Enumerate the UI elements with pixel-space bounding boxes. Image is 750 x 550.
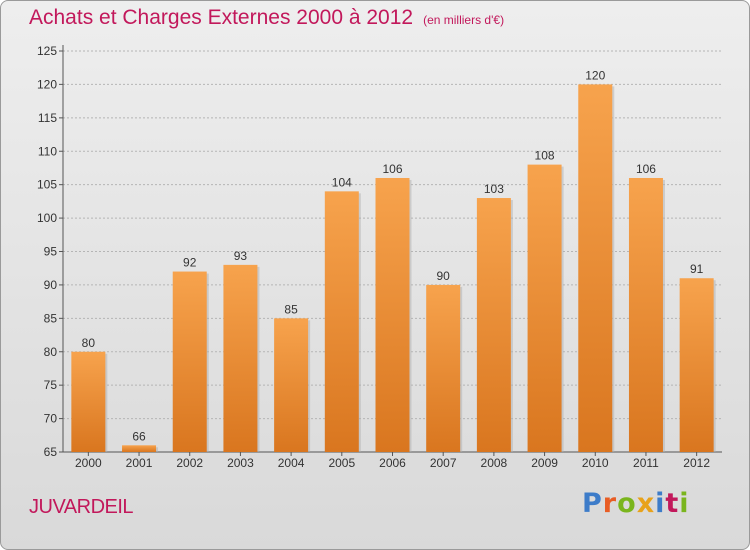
bar — [274, 318, 309, 452]
x-tick-label: 2003 — [227, 456, 254, 470]
y-tick-label: 85 — [44, 311, 58, 325]
x-tick-label: 2000 — [75, 456, 102, 470]
bar — [426, 284, 461, 452]
y-tick-label: 80 — [44, 345, 58, 359]
bar-value-label: 108 — [535, 149, 555, 163]
bar-value-label: 85 — [284, 302, 298, 316]
bar-value-label: 106 — [636, 162, 656, 176]
bar-value-label: 80 — [82, 336, 96, 350]
bar — [628, 177, 663, 452]
chart-title: Achats et Charges Externes 2000 à 2012 (e… — [29, 6, 504, 30]
x-tick-label: 2009 — [531, 456, 558, 470]
bar-value-label: 66 — [132, 429, 146, 443]
bar-value-label: 90 — [437, 269, 451, 283]
x-tick-label: 2001 — [126, 456, 153, 470]
y-tick-label: 70 — [44, 412, 58, 426]
logo-letter: P — [582, 488, 603, 519]
x-tick-label: 2010 — [582, 456, 609, 470]
y-tick-label: 65 — [44, 445, 58, 459]
bar — [679, 278, 714, 452]
logo-letter: o — [617, 488, 637, 519]
place-name: JUVARDEIL — [29, 496, 134, 518]
bar-value-label: 103 — [484, 182, 504, 196]
y-tick-label: 120 — [37, 77, 57, 91]
proxiti-logo: Proxiti — [582, 488, 690, 519]
y-tick-label: 90 — [44, 278, 58, 292]
y-tick-label: 105 — [37, 178, 57, 192]
logo-letter: i — [655, 488, 666, 519]
bar — [324, 191, 359, 452]
bar-value-label: 120 — [585, 68, 605, 82]
y-tick-label: 75 — [44, 378, 58, 392]
bar — [71, 351, 106, 452]
bar-value-label: 104 — [332, 175, 352, 189]
y-tick-label: 110 — [38, 144, 57, 158]
x-tick-label: 2005 — [328, 456, 355, 470]
chart-subtitle: (en milliers d'€) — [423, 13, 505, 27]
bar — [476, 198, 511, 452]
x-tick-label: 2011 — [633, 456, 659, 470]
x-tick-label: 2002 — [176, 456, 203, 470]
chart-title-text: Achats et Charges Externes 2000 à 2012 — [29, 6, 414, 29]
bar-value-label: 106 — [382, 162, 402, 176]
bar-value-label: 91 — [690, 262, 704, 276]
logo-letter: r — [602, 488, 618, 519]
bar — [375, 177, 410, 452]
x-tick-label: 2006 — [379, 456, 406, 470]
x-tick-label: 2012 — [683, 456, 710, 470]
logo-letter: i — [679, 488, 690, 519]
y-tick-label: 95 — [44, 245, 58, 259]
y-tick-label: 115 — [38, 111, 57, 125]
logo-letter: x — [636, 488, 656, 519]
bar — [122, 445, 157, 452]
y-tick-label: 125 — [37, 44, 57, 58]
bar — [527, 164, 562, 452]
logo-letter: t — [665, 488, 680, 519]
bar-value-label: 92 — [183, 256, 197, 270]
x-tick-label: 2004 — [278, 456, 305, 470]
x-tick-label: 2008 — [481, 456, 508, 470]
bar — [223, 264, 258, 452]
bar-value-label: 93 — [234, 249, 248, 263]
x-tick-label: 2007 — [430, 456, 457, 470]
bar — [578, 84, 613, 453]
bar — [172, 271, 207, 452]
y-tick-label: 100 — [37, 211, 57, 225]
